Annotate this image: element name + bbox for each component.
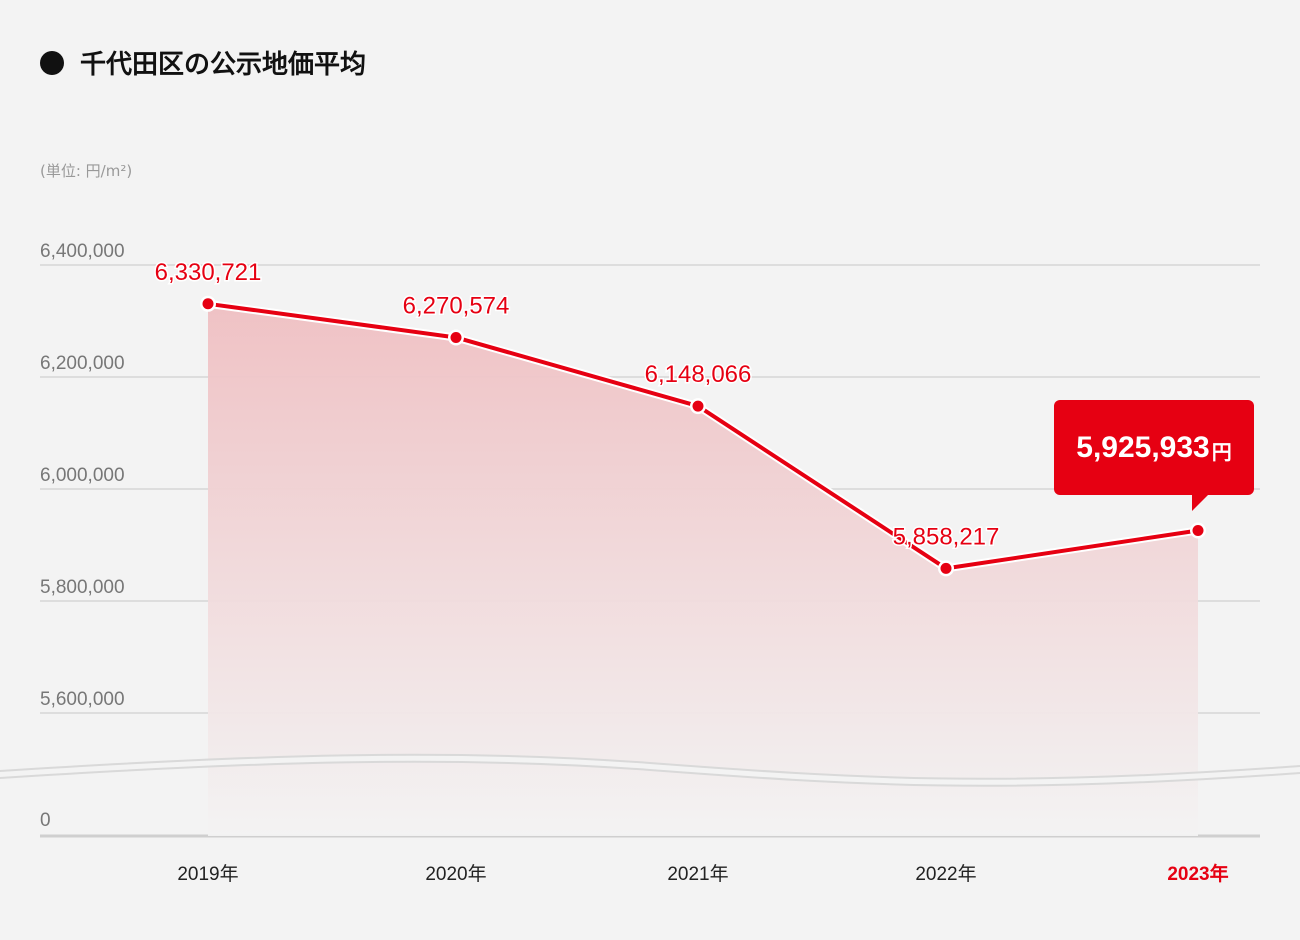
data-point [1192,524,1204,536]
x-tick-label: 2022年 [915,863,976,885]
x-tick-label: 2020年 [425,863,486,885]
x-tick-label: 2023年 [1167,862,1228,885]
y-tick-label: 6,400,000 [40,241,125,262]
axis-break-line [0,760,1300,787]
data-label: 6,330,721 [155,259,262,286]
highlight-value: 5,925,933 [1076,430,1210,464]
data-label: 6,270,574 [403,292,510,319]
highlight-callout: 5,925,933 円 [1054,400,1254,511]
data-point [692,400,704,412]
data-point [450,331,462,343]
y-tick-label: 5,600,000 [40,689,125,710]
chart-title-text: 千代田区の公示地価平均 [80,50,367,80]
data-point [940,562,952,574]
x-tick-label: 2019年 [177,863,238,885]
x-tick-label: 2021年 [667,863,728,885]
axis-break-line [0,753,1300,780]
y-tick-label: 6,000,000 [40,465,125,486]
y-tick-label: 5,800,000 [40,577,125,598]
highlight-unit: 円 [1211,442,1232,464]
data-label: 5,858,217 [893,523,1000,550]
bullet-icon [40,50,64,75]
chart-title: 千代田区の公示地価平均 [40,44,366,81]
y-tick-label: 0 [40,810,51,831]
data-point [202,298,214,310]
y-tick-label: 6,200,000 [40,353,125,374]
area-fill [208,303,1198,836]
data-label: 6,148,066 [645,361,752,388]
unit-label: (単位: 円/m²) [40,162,133,180]
